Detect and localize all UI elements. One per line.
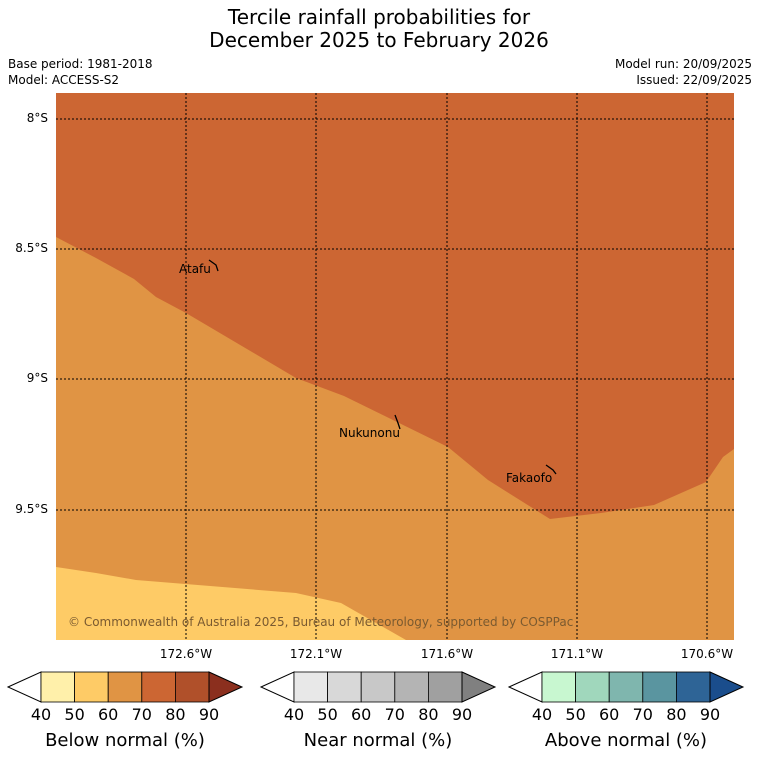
model-run-label: Model run: 20/09/2025: [614, 57, 752, 71]
colorbar-near-seg-60-70: [360, 671, 396, 703]
tick-label: 70: [384, 705, 405, 724]
colorbar-above-seg-80-90: [675, 671, 711, 703]
colorbar-near-title: Near normal (%): [303, 730, 453, 751]
graticule: [56, 93, 734, 640]
lon-label-171-6w: 171.6°W: [420, 647, 474, 661]
colorbar-below: [6, 671, 244, 703]
fakaofo-island: [545, 464, 557, 475]
tick-label: 40: [30, 705, 52, 724]
lat-label-8s: 8°S: [26, 111, 48, 125]
colorbar-below-seg-50-60: [74, 671, 109, 703]
tick-label: 50: [64, 705, 85, 724]
tick-label: 70: [632, 705, 653, 724]
colorbar-near-low-extend: [259, 671, 295, 703]
tick-label: 40: [283, 705, 305, 724]
tick-label: 90: [699, 705, 721, 724]
colorbar-above-seg-40-50: [541, 671, 576, 703]
colorbar-above-seg-70-80: [642, 671, 677, 703]
colorbar-below-seg-40-50: [40, 671, 75, 703]
colorbar-above: [507, 671, 745, 703]
colorbar-below-seg-70-80: [141, 671, 176, 703]
colorbar-above-title: Above normal (%): [544, 730, 708, 751]
nukunonu-island: [394, 414, 401, 430]
lon-label-170-6w: 170.6°W: [680, 647, 734, 661]
tick-label: 80: [418, 705, 439, 724]
tick-label: 50: [565, 705, 586, 724]
colorbar-near-seg-50-60: [327, 671, 362, 703]
colorbar-above-low-extend: [507, 671, 543, 703]
tick-label: 90: [198, 705, 220, 724]
tick-label: 60: [351, 705, 372, 724]
colorbar-above-seg-50-60: [575, 671, 610, 703]
tick-label: 60: [599, 705, 620, 724]
colorbar-near-seg-70-80: [394, 671, 429, 703]
lat-label-9s: 9°S: [26, 371, 48, 385]
tick-label: 40: [531, 705, 553, 724]
colorbar-near: [259, 671, 497, 703]
place-fakaofo: Fakaofo: [506, 471, 552, 485]
region-below-70-80: [56, 93, 734, 519]
place-atafu: Atafu: [179, 262, 211, 276]
issued-label: Issued: 22/09/2025: [636, 73, 752, 87]
map-panel: Atafu Nukunonu Fakaofo © Commonwealth of…: [56, 93, 734, 640]
place-nukunonu: Nukunonu: [339, 426, 400, 440]
tick-label: 90: [451, 705, 473, 724]
colorbar-below-seg-60-70: [107, 671, 143, 703]
colorbar-below-title: Below normal (%): [45, 730, 205, 751]
model-label: Model: ACCESS-S2: [8, 73, 120, 87]
colorbar-near-high-extend: [461, 671, 497, 703]
lat-label-8-5s: 8.5°S: [15, 241, 48, 255]
colorbar-below-low-extend: [6, 671, 42, 703]
chart-title-line2: December 2025 to February 2026: [209, 28, 549, 52]
colorbar-near-seg-40-50: [293, 671, 328, 703]
colorbar-above-seg-60-70: [608, 671, 644, 703]
tick-label: 80: [165, 705, 186, 724]
colorbar-near-seg-80-90: [427, 671, 463, 703]
atafu-island: [208, 259, 219, 272]
colorbar-below-seg-80-90: [174, 671, 210, 703]
base-period-label: Base period: 1981-2018: [8, 57, 153, 71]
colorbar-below-high-extend: [208, 671, 244, 703]
lon-label-171-1w: 171.1°W: [550, 647, 604, 661]
copyright-text: © Commonwealth of Australia 2025, Bureau…: [68, 615, 573, 629]
chart-title-line1: Tercile rainfall probabilities for: [227, 5, 531, 29]
tick-label: 70: [131, 705, 152, 724]
lon-label-172-1w: 172.1°W: [289, 647, 343, 661]
colorbar-above-high-extend: [709, 671, 745, 703]
tick-label: 60: [98, 705, 119, 724]
tick-label: 80: [666, 705, 687, 724]
lat-label-9-5s: 9.5°S: [15, 502, 48, 516]
tick-label: 50: [317, 705, 338, 724]
lon-label-172-6w: 172.6°W: [159, 647, 213, 661]
